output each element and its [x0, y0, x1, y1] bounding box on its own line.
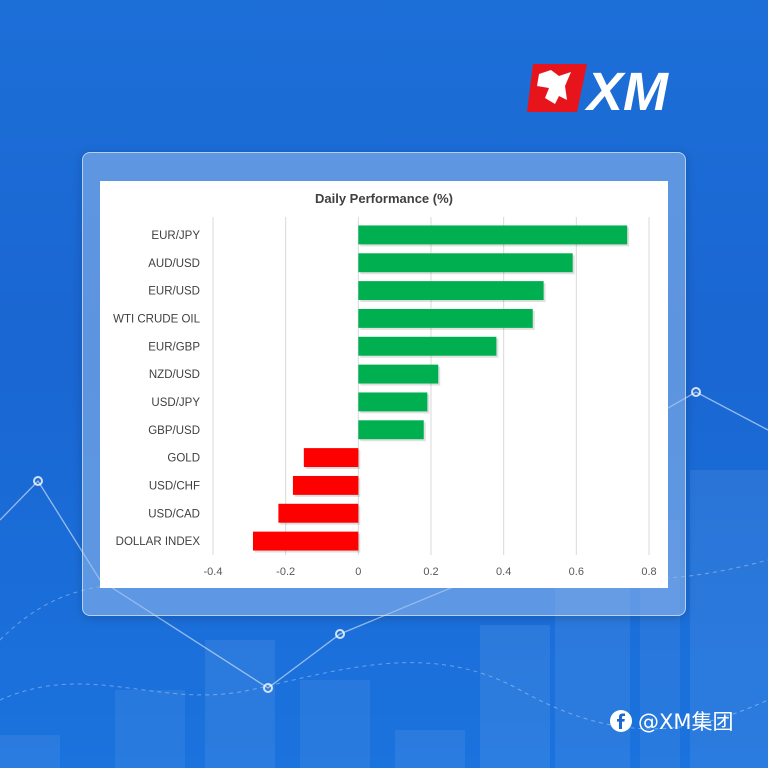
chart-panel: Daily Performance (%) EUR/JPY AUD/USD EUR/… — [100, 181, 668, 588]
category-label: GOLD — [167, 453, 200, 465]
watermark: @XM集团 — [610, 706, 734, 736]
x-tick-label: -0.4 — [204, 566, 223, 578]
x-tick-label: 0.6 — [569, 566, 584, 578]
x-tick-label: 0.8 — [641, 566, 656, 578]
category-label: EUR/USD — [148, 286, 200, 298]
category-label: EUR/GBP — [148, 341, 200, 353]
x-tick-label: 0.4 — [496, 566, 511, 578]
bar — [358, 253, 573, 273]
bar — [303, 448, 359, 468]
category-label: USD/CAD — [148, 508, 200, 520]
bar — [358, 308, 533, 328]
bull-logo-icon — [527, 64, 587, 112]
bar — [358, 364, 439, 384]
logo-text: XM — [584, 62, 669, 116]
category-label: GBP/USD — [148, 425, 200, 437]
bars — [252, 225, 630, 553]
bar — [358, 281, 544, 301]
bar — [292, 475, 359, 495]
category-label: EUR/JPY — [151, 230, 200, 242]
watermark-text: @XM集团 — [638, 710, 734, 734]
category-label: DOLLAR INDEX — [116, 536, 201, 548]
category-label: WTI CRUDE OIL — [113, 313, 200, 325]
x-tick-label: 0.2 — [423, 566, 438, 578]
bar — [358, 336, 497, 356]
bar — [358, 420, 424, 440]
grid-lines — [212, 217, 650, 555]
facebook-icon — [610, 710, 632, 732]
category-label: USD/JPY — [151, 397, 200, 409]
xm-logo: XM — [527, 62, 669, 116]
x-tick-label: 0 — [355, 566, 361, 578]
bar — [278, 503, 359, 523]
bar — [358, 392, 428, 412]
x-tick-label: -0.2 — [276, 566, 295, 578]
bar — [358, 225, 628, 245]
category-label: AUD/USD — [148, 258, 200, 270]
category-labels: EUR/JPY AUD/USD EUR/USD WTI CRUDE OIL EUR/GB… — [113, 230, 200, 548]
category-label: NZD/USD — [149, 369, 200, 381]
category-label: USD/CHF — [149, 480, 200, 492]
chart-title: Daily Performance (%) — [315, 191, 453, 206]
bar — [252, 531, 359, 551]
x-axis-tick-labels: -0.4 -0.2 0 0.2 0.4 0.6 0.8 — [204, 566, 657, 578]
bar-chart: Daily Performance (%) EUR/JPYAUD/USDEUR/… — [113, 191, 657, 578]
